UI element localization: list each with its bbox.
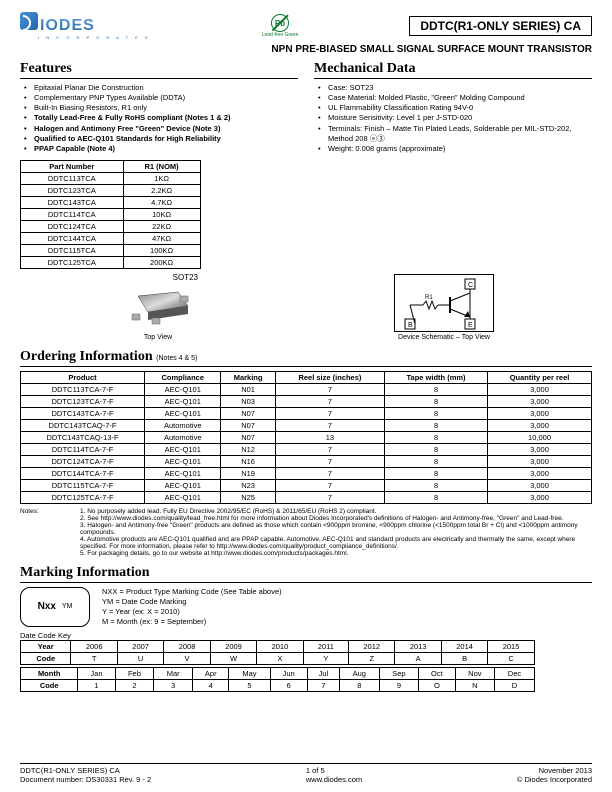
mech-item: Case: SOT23: [318, 83, 592, 93]
images-row: SOT23 Top View C B E R1: [20, 273, 592, 341]
logo-subtext: I N C O R P O R A T E D: [38, 35, 151, 40]
page-footer: DDTC(R1-ONLY SERIES) CA Document number:…: [20, 763, 592, 784]
sot23-image: SOT23 Top View: [118, 273, 198, 341]
ordering-heading: Ordering Information (Notes 4 & 5): [20, 349, 592, 367]
table-row: DDTC125TCA-7-FAEC-Q101N25783,000: [21, 491, 592, 503]
table-row: DDTC124TCA-7-FAEC-Q101N16783,000: [21, 455, 592, 467]
schematic-icon: C B E R1: [395, 275, 495, 333]
feature-item: Qualified to AEC-Q101 Standards for High…: [24, 134, 298, 144]
pb-label: Lead-free Green: [262, 32, 299, 38]
table-row: DDTC143TCAQ-7-FAutomotiveN07783,000: [21, 419, 592, 431]
svg-text:C: C: [468, 282, 473, 289]
feature-item: PPAP Capable (Note 4): [24, 144, 298, 154]
logo-text: IODES: [40, 17, 95, 34]
mechanical-list: Case: SOT23Case Material: Molded Plastic…: [314, 83, 592, 154]
table-row: DDTC125TCA200KΩ: [21, 256, 201, 268]
date-code-label: Date Code Key: [20, 631, 592, 640]
note-row: 3. Halogen- and Antimony-free "Green" pr…: [20, 522, 592, 536]
marking-row: Nxx YM NXX = Product Type Marking Code (…: [20, 587, 592, 627]
ordering-table: ProductComplianceMarkingReel size (inche…: [20, 371, 592, 504]
schematic-caption: Device Schematic – Top View: [394, 334, 494, 341]
marking-heading: Marking Information: [20, 565, 592, 583]
table-row: DDTC115TCA-7-FAEC-Q101N23783,000: [21, 479, 592, 491]
note-row: 2. See http://www.diodes.com/quality/lea…: [20, 515, 592, 522]
sot23-label: SOT23: [118, 273, 198, 282]
mech-item: Case Material: Molded Plastic, "Green" M…: [318, 93, 592, 103]
svg-text:R1: R1: [425, 295, 433, 301]
leadfree-badge: Pb Lead-free Green: [262, 14, 299, 38]
marking-desc-line: NXX = Product Type Marking Code (See Tab…: [102, 587, 282, 597]
features-list: Epitaxial Planar Die ConstructionComplem…: [20, 83, 298, 154]
table-row: DDTC143TCAQ-13-FAutomotiveN0713810,000: [21, 431, 592, 443]
pb-icon: Pb: [271, 14, 289, 32]
date-code-month-table: MonthJanFebMarAprMayJunJulAugSepOctNovDe…: [20, 667, 535, 692]
top-columns: Features Epitaxial Planar Die Constructi…: [20, 61, 592, 269]
svg-text:E: E: [468, 322, 473, 329]
table-row: DDTC114TCA-7-FAEC-Q101N12783,000: [21, 443, 592, 455]
note-row: Notes:1. No purposely added lead. Fully …: [20, 508, 592, 515]
feature-item: Halogen and Antimony Free "Green" Device…: [24, 124, 298, 134]
note-row: 5. For packaging details, go to our webs…: [20, 550, 592, 557]
marking-desc-line: Y = Year (ex: X = 2010): [102, 607, 282, 617]
svg-text:B: B: [408, 322, 413, 329]
topview-caption: Top View: [118, 334, 198, 341]
mech-item: Terminals: Finish – Matte Tin Plated Lea…: [318, 124, 592, 144]
mechanical-column: Mechanical Data Case: SOT23Case Material…: [314, 61, 592, 269]
table-row: DDTC124TCA22KΩ: [21, 220, 201, 232]
footer-center: 1 of 5 www.diodes.com: [306, 766, 362, 784]
table-row: DDTC123TCA2.2KΩ: [21, 184, 201, 196]
table-row: DDTC115TCA100KΩ: [21, 244, 201, 256]
features-heading: Features: [20, 61, 298, 79]
schematic-box: C B E R1: [394, 274, 494, 332]
marking-desc-line: YM = Date Code Marking: [102, 597, 282, 607]
table-row: DDTC144TCA47KΩ: [21, 232, 201, 244]
subtitle: NPN PRE-BIASED SMALL SIGNAL SURFACE MOUN…: [20, 44, 592, 55]
footer-right: November 2013 © Diodes Incorporated: [517, 766, 592, 784]
table-row: DDTC113TCA-7-FAEC-Q101N01783,000: [21, 383, 592, 395]
mech-item: Weight: 0.008 grams (approximate): [318, 144, 592, 154]
marking-description: NXX = Product Type Marking Code (See Tab…: [102, 587, 282, 626]
mech-item: Moisture Sensitivity: Level 1 per J-STD-…: [318, 113, 592, 123]
date-code-year-table: Year200620072008200920102011201220132014…: [20, 640, 535, 665]
features-column: Features Epitaxial Planar Die Constructi…: [20, 61, 298, 269]
table-row: DDTC143TCA4.7KΩ: [21, 196, 201, 208]
table-row: DDTC143TCA-7-FAEC-Q101N07783,000: [21, 407, 592, 419]
sot23-icon: [118, 284, 198, 332]
part-title-box: DDTC(R1-ONLY SERIES) CA: [409, 16, 592, 36]
chip-ym: YM: [62, 603, 73, 610]
feature-item: Built-In Biasing Resistors, R1 only: [24, 103, 298, 113]
chip-marking-icon: Nxx YM: [20, 587, 90, 627]
logo-d-icon: [20, 12, 38, 30]
marking-desc-line: M = Month (ex: 9 = September): [102, 617, 282, 627]
mechanical-heading: Mechanical Data: [314, 61, 592, 79]
feature-item: Complementary PNP Types Available (DDTA): [24, 93, 298, 103]
footer-left: DDTC(R1-ONLY SERIES) CA Document number:…: [20, 766, 151, 784]
page-header: IODES I N C O R P O R A T E D Pb Lead-fr…: [20, 12, 592, 40]
notes-block: Notes:1. No purposely added lead. Fully …: [20, 508, 592, 557]
chip-nxx: Nxx: [38, 601, 56, 612]
diodes-logo: IODES I N C O R P O R A T E D: [20, 12, 151, 40]
feature-item: Epitaxial Planar Die Construction: [24, 83, 298, 93]
note-row: 4. Automotive products are AEC-Q101 qual…: [20, 536, 592, 550]
table-row: DDTC114TCA10KΩ: [21, 208, 201, 220]
part-number-table: Part NumberR1 (NOM)DDTC113TCA1KΩDDTC123T…: [20, 160, 201, 269]
table-row: DDTC123TCA-7-FAEC-Q101N03783,000: [21, 395, 592, 407]
feature-item: Totally Lead-Free & Fully RoHS compliant…: [24, 113, 298, 123]
schematic-image: C B E R1 Device Schematic – Top View: [394, 274, 494, 341]
table-row: DDTC113TCA1KΩ: [21, 172, 201, 184]
table-row: DDTC144TCA-7-FAEC-Q101N19783,000: [21, 467, 592, 479]
mech-item: UL Flammability Classification Rating 94…: [318, 103, 592, 113]
